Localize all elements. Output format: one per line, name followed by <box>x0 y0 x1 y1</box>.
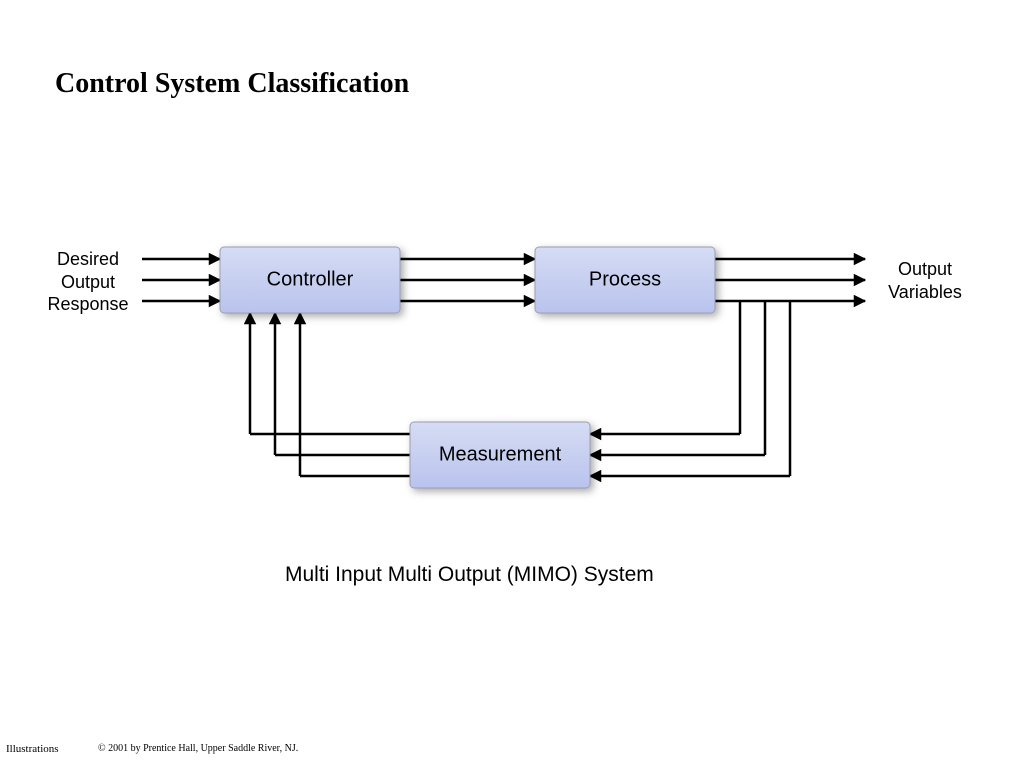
footer-copyright: © 2001 by Prentice Hall, Upper Saddle Ri… <box>98 743 298 754</box>
node-measurement: Measurement <box>410 422 590 488</box>
node-label-controller: Controller <box>267 268 354 290</box>
node-label-process: Process <box>589 268 661 290</box>
block-diagram: Controller Process Measurement <box>0 0 1024 768</box>
node-label-measurement: Measurement <box>439 443 562 465</box>
node-process: Process <box>535 247 715 313</box>
diagram-caption: Multi Input Multi Output (MIMO) System <box>285 563 654 587</box>
node-controller: Controller <box>220 247 400 313</box>
footer-illustrations: Illustrations <box>6 743 59 755</box>
